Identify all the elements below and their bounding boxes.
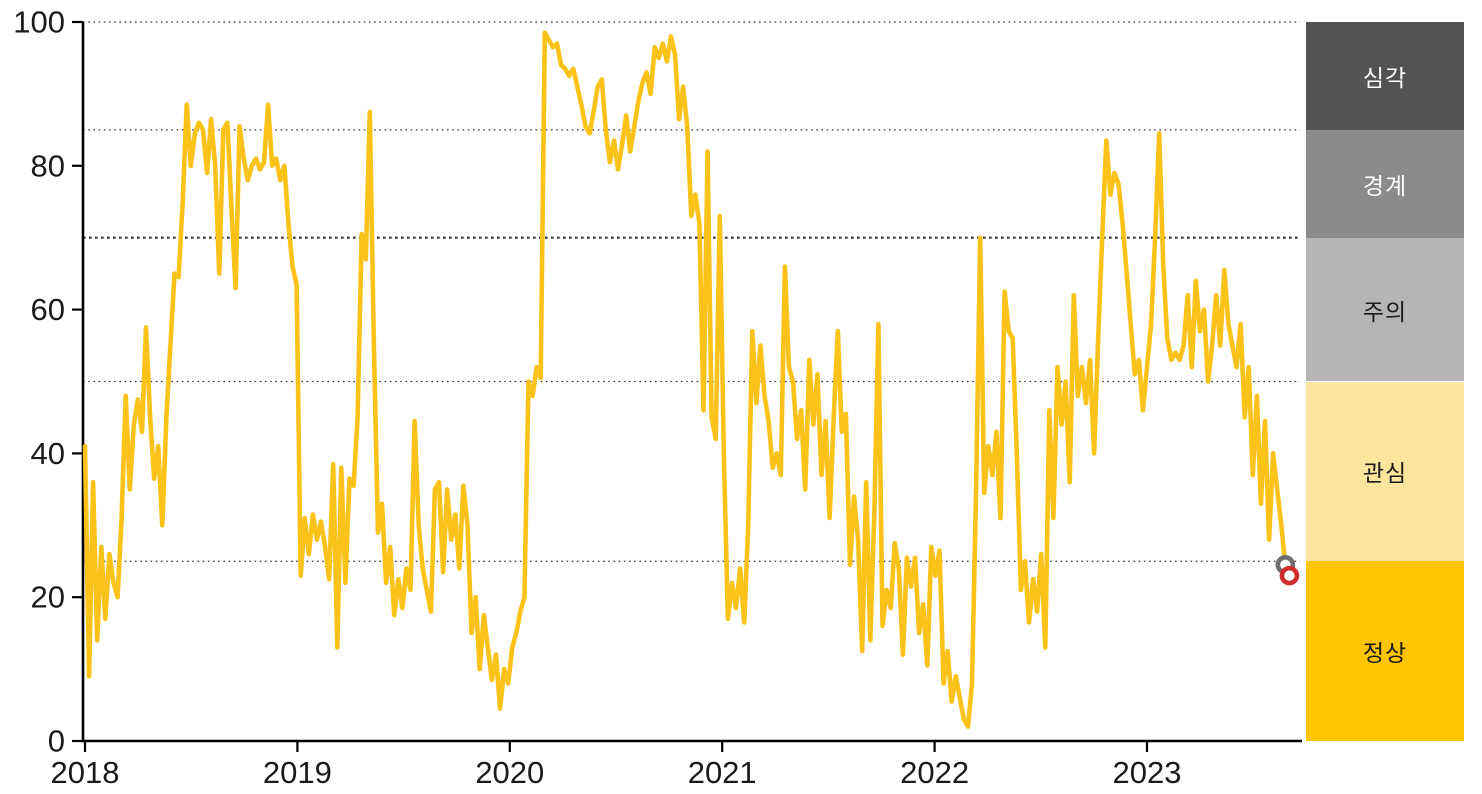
legend-band-label: 주의: [1362, 298, 1408, 325]
legend-band-3: 주의: [1306, 237, 1464, 382]
stress-index-line: [82, 30, 1292, 729]
legend-band-label: 심각: [1362, 64, 1408, 91]
y-tick-label-80: 80: [31, 148, 65, 183]
legend-band-5: 정상: [1306, 561, 1464, 741]
legend-band-1: 심각: [1306, 22, 1464, 130]
legend-band-4: 관심: [1306, 381, 1464, 562]
legend-band-label: 경계: [1362, 172, 1408, 199]
latest-week-marker: [1279, 565, 1300, 586]
y-tick-label-40: 40: [31, 436, 65, 471]
legend-band-2: 경계: [1306, 129, 1464, 238]
y-tick-label-20: 20: [31, 580, 65, 615]
x-tick-label-2023: 2023: [1113, 755, 1182, 790]
x-tick-label-2021: 2021: [688, 755, 757, 790]
y-tick-label-100: 100: [13, 5, 65, 40]
x-tick-label-2018: 2018: [51, 755, 120, 790]
x-tick-label-2022: 2022: [900, 755, 969, 790]
x-tick-label-2020: 2020: [475, 755, 544, 790]
y-tick-label-0: 0: [48, 724, 65, 759]
legend-band-label: 관심: [1362, 460, 1408, 487]
x-tick-label-2019: 2019: [263, 755, 332, 790]
y-tick-label-60: 60: [31, 292, 65, 327]
legend-band-label: 정상: [1362, 640, 1408, 667]
